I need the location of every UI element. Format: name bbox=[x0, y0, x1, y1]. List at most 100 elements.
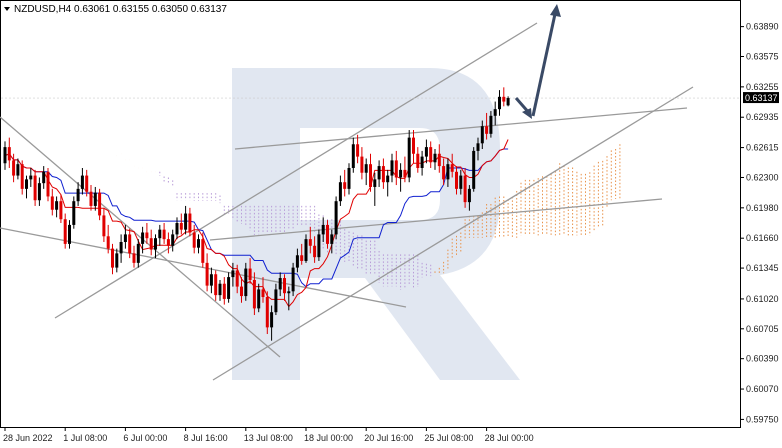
candle-body bbox=[98, 192, 102, 216]
candle-body bbox=[369, 164, 372, 187]
candle bbox=[476, 137, 480, 161]
candle-body bbox=[102, 215, 106, 237]
plot-frame bbox=[0, 0, 741, 428]
candle bbox=[412, 130, 415, 164]
candle bbox=[188, 207, 192, 237]
candle bbox=[433, 149, 437, 170]
candle-body bbox=[386, 175, 390, 183]
candle-body bbox=[291, 267, 295, 292]
candle bbox=[455, 166, 458, 195]
y-tick-label: 0.61660 bbox=[746, 233, 779, 243]
candle-body bbox=[455, 171, 458, 189]
candle bbox=[244, 262, 248, 301]
candle-body bbox=[360, 156, 364, 173]
candle-body bbox=[248, 268, 252, 280]
candle bbox=[300, 243, 304, 265]
trend-line bbox=[0, 116, 281, 358]
candle bbox=[334, 196, 338, 240]
candle-body bbox=[123, 234, 127, 242]
y-tick-label: 0.62300 bbox=[746, 172, 779, 182]
candle bbox=[214, 270, 218, 301]
candle bbox=[102, 207, 106, 242]
candle-body bbox=[55, 201, 59, 210]
candle-body bbox=[175, 223, 179, 235]
candle-body bbox=[489, 115, 493, 134]
candle bbox=[265, 291, 269, 335]
dropdown-triangle-icon[interactable] bbox=[4, 7, 10, 11]
candle-body bbox=[338, 182, 342, 202]
candle-body bbox=[502, 96, 506, 102]
candle-body bbox=[68, 224, 71, 244]
candle-body bbox=[119, 241, 123, 254]
candle-body bbox=[141, 232, 145, 244]
candle-body bbox=[166, 239, 170, 246]
candle bbox=[252, 272, 256, 316]
candle bbox=[179, 213, 183, 235]
candle bbox=[351, 137, 355, 173]
candle bbox=[304, 234, 308, 263]
candle-body bbox=[158, 229, 162, 239]
candle bbox=[463, 167, 467, 208]
candle bbox=[450, 153, 454, 178]
current-price-text: 0.63137 bbox=[745, 93, 778, 103]
candle-body bbox=[407, 137, 411, 178]
candle-body bbox=[209, 274, 213, 286]
candle-body bbox=[442, 166, 446, 180]
ichimoku-cloud bbox=[159, 144, 621, 290]
candle-body bbox=[227, 277, 231, 299]
candle bbox=[493, 101, 497, 126]
candle-body bbox=[201, 239, 205, 263]
candle bbox=[343, 169, 347, 197]
candle-body bbox=[244, 268, 248, 297]
candle-body bbox=[446, 164, 450, 180]
candle bbox=[313, 236, 317, 263]
candle bbox=[399, 163, 403, 192]
candle-body bbox=[463, 175, 467, 203]
candle-body bbox=[72, 201, 76, 225]
candle-body bbox=[231, 270, 235, 278]
candle-body bbox=[467, 188, 471, 203]
candle bbox=[154, 234, 157, 259]
candle bbox=[12, 153, 16, 183]
candle-body bbox=[93, 192, 97, 206]
candle bbox=[192, 224, 196, 254]
candle bbox=[80, 167, 84, 195]
trend-line bbox=[54, 22, 538, 319]
forecast-arrow-up-head bbox=[550, 4, 561, 17]
candle-body bbox=[111, 248, 114, 268]
candle-body bbox=[313, 245, 317, 258]
candle-body bbox=[412, 137, 415, 154]
candle bbox=[218, 279, 222, 301]
candle bbox=[3, 141, 7, 170]
candle-body bbox=[184, 213, 188, 230]
candle bbox=[136, 239, 140, 268]
candle-body bbox=[42, 171, 46, 184]
candle-body bbox=[128, 234, 132, 254]
candle bbox=[261, 277, 265, 303]
candle-body bbox=[265, 297, 269, 328]
candle bbox=[227, 272, 231, 303]
candle bbox=[480, 120, 484, 150]
x-tick-label: 20 Jul 16:00 bbox=[364, 433, 413, 443]
candle-body bbox=[420, 156, 424, 168]
candle bbox=[485, 112, 489, 140]
candle-body bbox=[132, 253, 136, 263]
candle bbox=[184, 205, 188, 235]
candle bbox=[158, 224, 162, 246]
candle bbox=[317, 229, 321, 261]
candle bbox=[106, 224, 110, 254]
candle-body bbox=[343, 182, 347, 189]
candle bbox=[326, 220, 329, 249]
x-tick-label: 18 Jul 00:00 bbox=[304, 433, 353, 443]
candle-body bbox=[145, 232, 149, 239]
candle bbox=[123, 224, 127, 249]
candle bbox=[459, 169, 463, 195]
candle bbox=[115, 248, 119, 273]
candle-body bbox=[171, 234, 175, 246]
candle bbox=[377, 160, 381, 187]
y-tick-label: 0.62615 bbox=[746, 143, 779, 153]
y-tick-label: 0.60070 bbox=[746, 384, 779, 394]
candle bbox=[424, 139, 428, 164]
x-tick-label: 8 Jul 16:00 bbox=[184, 433, 228, 443]
